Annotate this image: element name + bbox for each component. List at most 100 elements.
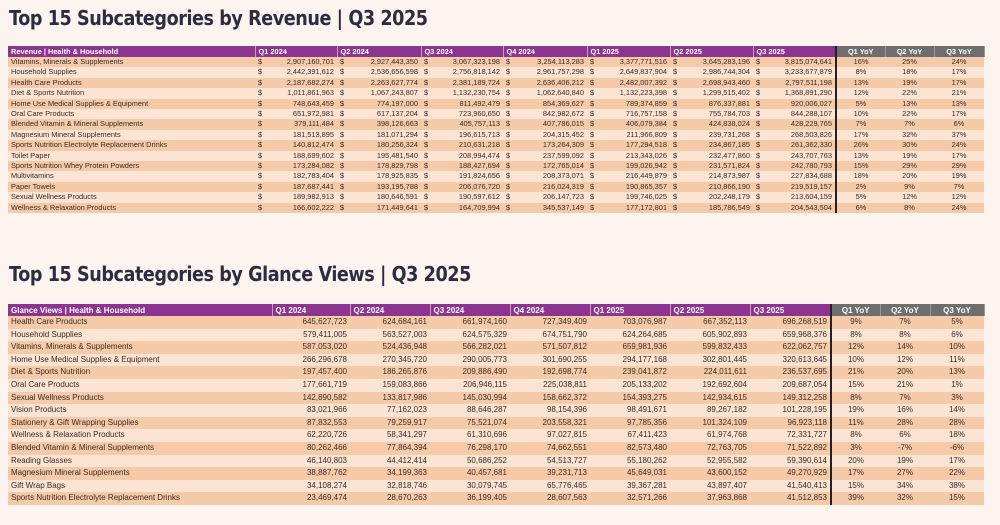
subcategory-name: Home Use Medical Supplies & Equipment bbox=[8, 353, 272, 367]
yoy-percent: 5% bbox=[930, 316, 984, 329]
value: 617,137,204 bbox=[376, 109, 418, 119]
value: 1,368,891,290 bbox=[784, 88, 832, 98]
currency-symbol: $ bbox=[340, 98, 345, 108]
quarter-value: $208,994,474 bbox=[421, 150, 503, 162]
quarter-value: 39,367,281 bbox=[590, 479, 670, 493]
yoy-percent: 13% bbox=[885, 98, 934, 110]
yoy-percent: 8% bbox=[830, 391, 880, 405]
quarter-column-header: Q3 2024 bbox=[430, 304, 511, 316]
table-row: Home Use Medical Supplies & Equipment $74… bbox=[8, 98, 984, 110]
value: 180,646,591 bbox=[376, 192, 418, 202]
value: 213,604,159 bbox=[790, 192, 832, 202]
quarter-value: 40,457,681 bbox=[430, 467, 510, 480]
value: 219,519,157 bbox=[790, 181, 832, 191]
yoy-percent: 7% bbox=[880, 316, 930, 329]
quarter-value: $178,829,798 bbox=[337, 161, 421, 172]
currency-symbol: $ bbox=[590, 88, 595, 98]
table-row: Sexual Wellness Products 142,890,582 133,8… bbox=[8, 391, 984, 405]
yoy-percent: 29% bbox=[885, 161, 934, 172]
quarter-value: $3,233,677,879 bbox=[753, 67, 836, 78]
currency-symbol: $ bbox=[340, 67, 345, 77]
currency-symbol: $ bbox=[673, 192, 678, 202]
subcategory-name: Household Supplies bbox=[8, 67, 255, 78]
quarter-value: $844,288,107 bbox=[753, 109, 836, 120]
value: 173,284,082 bbox=[292, 161, 334, 171]
currency-symbol: $ bbox=[673, 140, 678, 150]
currency-symbol: $ bbox=[258, 67, 263, 77]
quarter-value: 225,038,811 bbox=[510, 378, 590, 392]
quarter-value: 154,393,275 bbox=[590, 391, 670, 405]
currency-symbol: $ bbox=[590, 119, 595, 129]
row-header-label: Glance Views | Health & Household bbox=[8, 304, 273, 316]
currency-symbol: $ bbox=[673, 109, 678, 119]
subcategory-name: Vitamins, Minerals & Supplements bbox=[8, 341, 272, 354]
value: 379,111,484 bbox=[293, 119, 334, 129]
yoy-column-header: Q3 YoY bbox=[930, 304, 985, 316]
quarter-value: 37,963,868 bbox=[670, 492, 750, 505]
yoy-percent: 15% bbox=[835, 161, 885, 172]
quarter-value: 80,262,466 bbox=[272, 441, 350, 455]
currency-symbol: $ bbox=[590, 192, 595, 202]
quarter-value: $2,636,406,212 bbox=[503, 77, 587, 89]
quarter-value: $345,537,149 bbox=[503, 202, 587, 214]
quarter-value: 727,349,409 bbox=[510, 316, 590, 329]
quarter-value: $3,815,074,641 bbox=[753, 57, 836, 68]
quarter-value: $2,263,627,774 bbox=[337, 77, 421, 89]
currency-symbol: $ bbox=[258, 129, 263, 139]
glance-table-title: Top 15 Subcategories by Glance Views | Q… bbox=[9, 262, 471, 286]
quarter-value: 49,270,929 bbox=[750, 467, 831, 480]
quarter-value: $2,482,007,392 bbox=[587, 77, 670, 89]
quarter-value: $1,132,223,398 bbox=[587, 88, 670, 99]
quarter-value: $177,294,518 bbox=[587, 140, 670, 151]
value: 243,707,763 bbox=[790, 150, 832, 160]
yoy-percent: 20% bbox=[880, 366, 930, 379]
currency-symbol: $ bbox=[340, 192, 345, 202]
yoy-percent: 28% bbox=[880, 416, 930, 430]
quarter-value: $182,783,404 bbox=[255, 171, 337, 182]
subcategory-name: Diet & Sports Nutrition bbox=[8, 88, 255, 99]
yoy-percent: 20% bbox=[885, 171, 934, 182]
yoy-percent: 13% bbox=[934, 98, 984, 110]
value: 1,062,640,840 bbox=[536, 88, 584, 98]
currency-symbol: $ bbox=[424, 202, 429, 212]
value: 2,927,443,350 bbox=[370, 57, 418, 66]
value: 3,233,677,879 bbox=[784, 67, 832, 77]
quarter-column-header: Q1 2025 bbox=[590, 304, 671, 316]
currency-symbol: $ bbox=[506, 202, 511, 212]
yoy-percent: 16% bbox=[835, 57, 885, 68]
quarter-value: 79,259,917 bbox=[350, 416, 430, 430]
quarter-value: 142,890,582 bbox=[272, 391, 350, 405]
quarter-value: 133,817,986 bbox=[350, 391, 430, 405]
quarter-value: 61,310,696 bbox=[430, 429, 510, 442]
value: 171,449,641 bbox=[376, 202, 418, 212]
yoy-percent: 12% bbox=[934, 192, 984, 203]
yoy-percent: -6% bbox=[930, 441, 984, 455]
quarter-column-header: Q3 2025 bbox=[750, 304, 832, 316]
quarter-value: $2,698,943,460 bbox=[670, 77, 753, 89]
currency-symbol: $ bbox=[424, 67, 429, 77]
value: 231,571,824 bbox=[708, 161, 750, 171]
quarter-value: $842,982,672 bbox=[503, 109, 587, 120]
currency-symbol: $ bbox=[424, 150, 429, 160]
value: 178,829,798 bbox=[376, 161, 418, 171]
yoy-percent: 26% bbox=[835, 140, 885, 151]
currency-symbol: $ bbox=[258, 57, 263, 66]
currency-symbol: $ bbox=[340, 140, 345, 150]
quarter-value: 44,412,414 bbox=[350, 454, 430, 468]
currency-symbol: $ bbox=[506, 88, 511, 98]
currency-symbol: $ bbox=[590, 150, 595, 160]
currency-symbol: $ bbox=[340, 88, 345, 98]
yoy-percent: 13% bbox=[835, 150, 885, 162]
yoy-percent: 13% bbox=[835, 77, 885, 89]
table-row: Sports Nutrition Electrolyte Replacement… bbox=[8, 492, 984, 505]
currency-symbol: $ bbox=[258, 98, 263, 108]
quarter-value: 236,537,695 bbox=[750, 366, 831, 379]
currency-symbol: $ bbox=[756, 150, 761, 160]
table-row: Oral Care Products 177,661,719 159,083,866… bbox=[8, 378, 984, 392]
value: 210,631,218 bbox=[458, 140, 500, 150]
value: 208,373,071 bbox=[542, 171, 584, 181]
yoy-percent: 8% bbox=[880, 328, 930, 342]
quarter-value: 76,298,170 bbox=[430, 441, 510, 455]
quarter-value: $261,362,330 bbox=[753, 140, 836, 151]
quarter-value: 88,646,287 bbox=[430, 404, 510, 417]
